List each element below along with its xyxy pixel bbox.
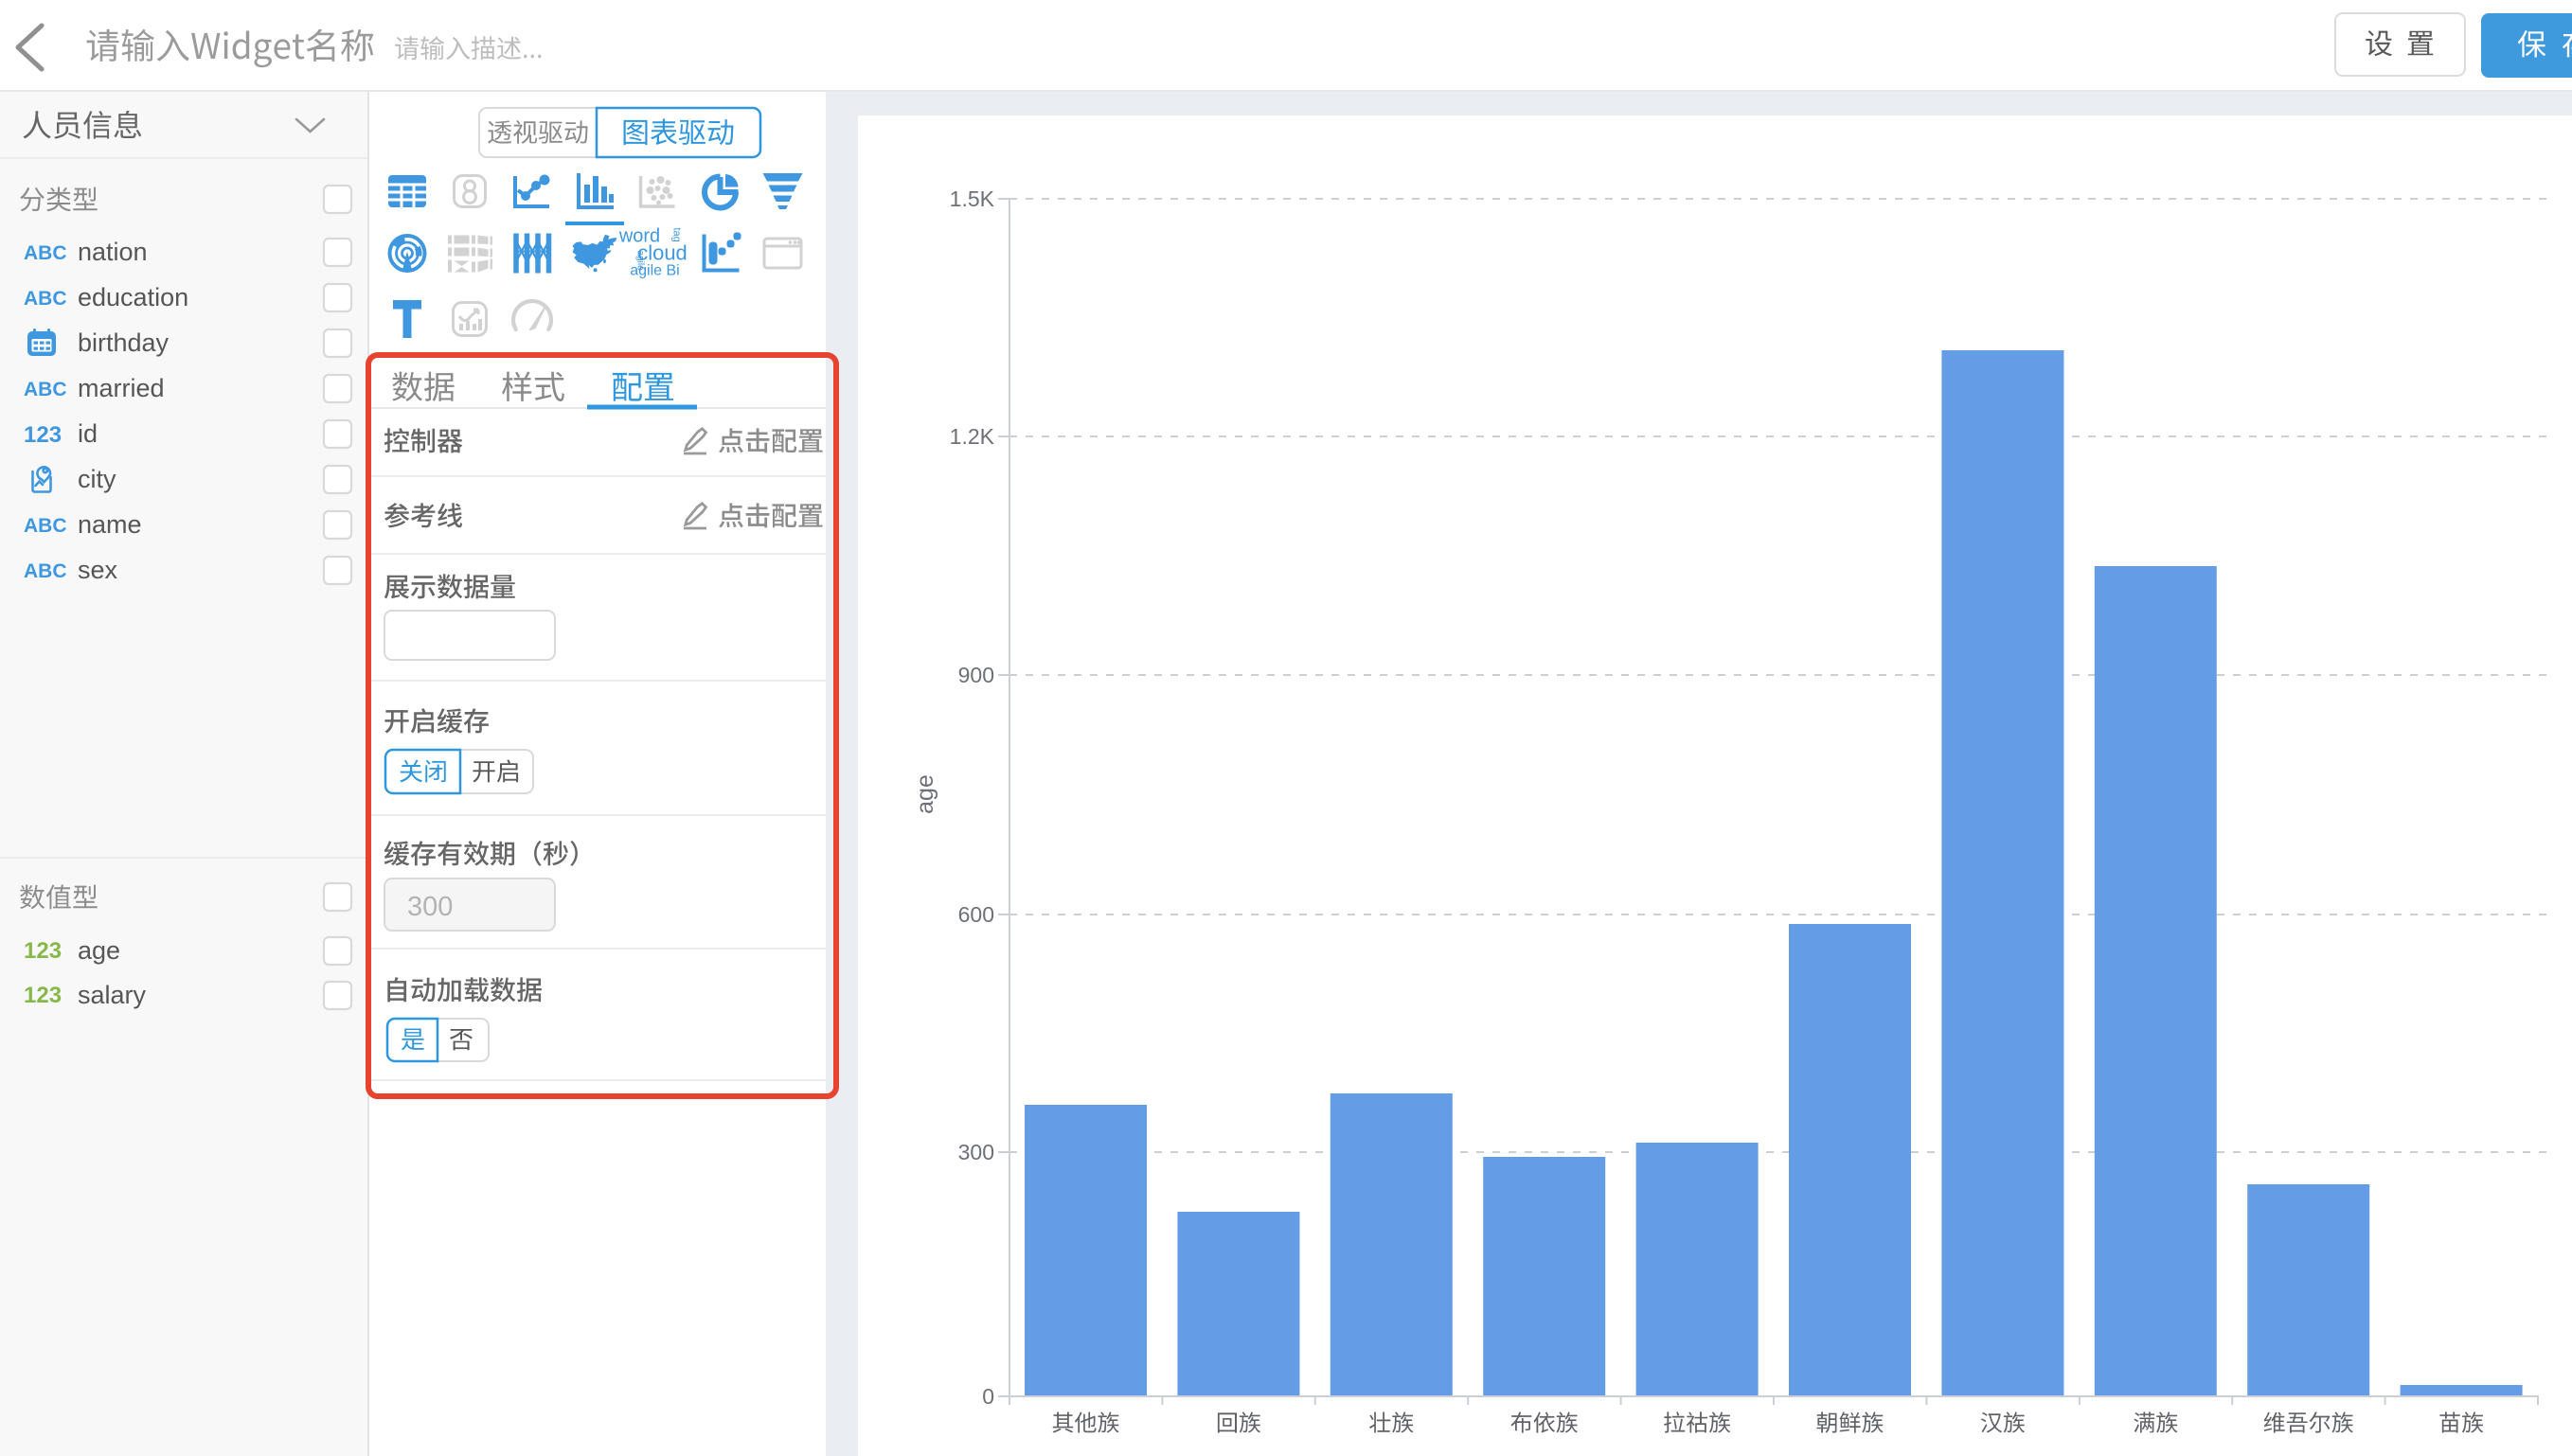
svg-text:300: 300 [958, 1140, 994, 1164]
svg-text:word: word [618, 226, 660, 247]
svg-text:education: education [78, 283, 188, 311]
svg-text:city: city [78, 465, 116, 493]
svg-text:ABC: ABC [24, 560, 67, 582]
svg-text:900: 900 [958, 663, 994, 687]
svg-text:id: id [78, 419, 98, 448]
svg-text:ABC: ABC [24, 515, 67, 537]
svg-text:ABC: ABC [24, 242, 67, 264]
svg-text:300: 300 [407, 892, 453, 922]
svg-text:sex: sex [78, 556, 118, 584]
svg-text:age: age [78, 936, 120, 965]
svg-text:married: married [78, 374, 165, 402]
svg-text:ABC: ABC [24, 288, 67, 310]
svg-text:agile Bi: agile Bi [630, 263, 679, 279]
svg-text:600: 600 [958, 902, 994, 927]
svg-text:birthday: birthday [78, 328, 170, 357]
svg-text:tag: tag [671, 228, 683, 242]
svg-text:123: 123 [24, 422, 62, 448]
svg-text:name: name [78, 510, 142, 539]
svg-text:age: age [912, 774, 938, 814]
svg-text:ABC: ABC [24, 379, 67, 400]
svg-text:nation: nation [78, 238, 148, 266]
svg-text:salary: salary [78, 981, 147, 1009]
svg-text:123: 123 [24, 983, 62, 1008]
svg-text:agile: agile [635, 251, 646, 272]
svg-text:1.2K: 1.2K [950, 424, 995, 449]
svg-text:123: 123 [24, 938, 62, 964]
svg-text:0: 0 [982, 1384, 994, 1409]
svg-text:1.5K: 1.5K [950, 186, 995, 211]
svg-text:cloud: cloud [637, 241, 688, 265]
